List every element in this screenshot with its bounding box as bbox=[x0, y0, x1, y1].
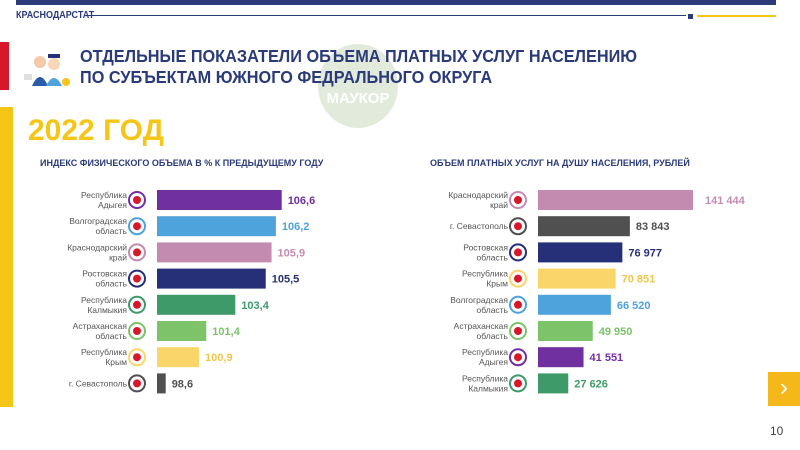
data-label: 70 851 bbox=[622, 274, 656, 286]
org-name: КРАСНОДАРСТАТ bbox=[16, 10, 95, 21]
header-rule bbox=[86, 15, 686, 16]
category-label: Астраханская bbox=[454, 321, 509, 331]
top-bar bbox=[16, 0, 776, 5]
data-label: 101,4 bbox=[212, 326, 240, 338]
category-label: Волгоградская bbox=[450, 295, 508, 305]
bar bbox=[538, 347, 584, 368]
region-emblem-center bbox=[514, 379, 522, 388]
data-label: 98,6 bbox=[172, 378, 193, 390]
region-emblem-center bbox=[133, 300, 141, 309]
category-label: Адыгея bbox=[479, 357, 508, 367]
page-number: 10 bbox=[770, 424, 784, 438]
data-label: 100,9 bbox=[205, 352, 233, 364]
bar bbox=[157, 190, 282, 210]
category-label: Краснодарский bbox=[448, 190, 508, 200]
region-emblem-center bbox=[133, 353, 141, 362]
category-label: Республика bbox=[462, 347, 508, 357]
category-label: край bbox=[109, 252, 127, 262]
chart-right-title: ОБЪЕМ ПЛАТНЫХ УСЛУГ НА ДУШУ НАСЕЛЕНИЯ, Р… bbox=[430, 158, 690, 168]
red-accent-bar bbox=[0, 42, 9, 90]
data-label: 105,9 bbox=[278, 247, 306, 259]
header-rule-marker bbox=[688, 14, 693, 19]
category-label: г. Севастополь bbox=[69, 378, 128, 388]
region-emblem-center bbox=[133, 379, 141, 388]
region-emblem-center bbox=[514, 327, 522, 335]
chevron-right-icon: › bbox=[780, 374, 788, 401]
bar bbox=[157, 321, 207, 341]
category-label: Калмыкия bbox=[87, 305, 127, 315]
bar bbox=[538, 190, 693, 210]
category-label: Ростовская bbox=[82, 269, 127, 279]
bar bbox=[157, 242, 272, 263]
region-emblem-center bbox=[514, 353, 522, 362]
bar bbox=[538, 373, 569, 394]
region-emblem-center bbox=[514, 248, 522, 257]
year-heading: 2022 ГОД bbox=[28, 114, 164, 147]
region-emblem-center bbox=[133, 248, 141, 257]
category-label: Волгоградская bbox=[69, 216, 127, 226]
page-title: ОТДЕЛЬНЫЕ ПОКАЗАТЕЛИ ОБЪЕМА ПЛАТНЫХ УСЛУ… bbox=[80, 46, 637, 88]
region-emblem-center bbox=[514, 274, 522, 283]
region-emblem-center bbox=[133, 196, 141, 204]
data-label: 66 520 bbox=[617, 300, 651, 312]
bar bbox=[538, 321, 593, 341]
data-label: 106,6 bbox=[288, 195, 316, 207]
category-label: Калмыкия bbox=[468, 383, 508, 393]
category-label: область bbox=[477, 305, 509, 315]
bar bbox=[157, 268, 266, 289]
category-label: область bbox=[96, 279, 128, 289]
title-line-2: ПО СУБЪЕКТАМ ЮЖНОГО ФЕДРАЛЬНОГО ОКРУГА bbox=[80, 67, 493, 87]
region-emblem-center bbox=[133, 327, 141, 335]
category-label: Краснодарский bbox=[67, 242, 127, 252]
category-label: область bbox=[477, 252, 509, 262]
category-label: Крым bbox=[486, 279, 508, 289]
yellow-accent-bar bbox=[0, 107, 13, 407]
chart-left-title: ИНДЕКС ФИЗИЧЕСКОГО ОБЪЕМА В % К ПРЕДЫДУЩ… bbox=[40, 158, 324, 168]
bar bbox=[157, 294, 236, 315]
header-rule-accent bbox=[697, 15, 776, 17]
region-emblem-center bbox=[514, 222, 522, 231]
category-label: Астраханская bbox=[73, 321, 128, 331]
category-label: Ростовская bbox=[463, 242, 508, 252]
data-label: 106,2 bbox=[282, 221, 310, 233]
region-emblem-center bbox=[133, 274, 141, 283]
data-label: 103,4 bbox=[241, 300, 269, 312]
category-label: Республика bbox=[81, 347, 127, 357]
bar bbox=[538, 268, 616, 289]
next-slide-button[interactable]: › bbox=[768, 372, 800, 406]
data-label: 83 843 bbox=[636, 221, 670, 233]
category-label: Республика bbox=[81, 295, 127, 305]
category-label: Республика bbox=[81, 190, 127, 200]
bar bbox=[157, 347, 200, 368]
category-label: край bbox=[490, 200, 508, 210]
category-label: Республика bbox=[462, 269, 508, 279]
region-emblem-center bbox=[133, 222, 141, 231]
category-label: г. Севастополь bbox=[450, 221, 509, 231]
category-label: Крым bbox=[105, 357, 127, 367]
data-label: 41 551 bbox=[590, 352, 624, 364]
data-label: 141 444 bbox=[705, 195, 746, 207]
category-label: область bbox=[96, 226, 128, 236]
title-line-1: ОТДЕЛЬНЫЕ ПОКАЗАТЕЛИ ОБЪЕМА ПЛАТНЫХ УСЛУ… bbox=[80, 46, 638, 66]
data-label: 49 950 bbox=[599, 326, 633, 338]
data-label: 76 977 bbox=[628, 247, 662, 259]
bar bbox=[538, 216, 630, 237]
bar bbox=[538, 242, 623, 263]
data-label: 105,5 bbox=[272, 274, 300, 286]
people-icon bbox=[24, 54, 70, 86]
bar bbox=[157, 216, 276, 237]
watermark: МАУКОР bbox=[318, 44, 398, 128]
region-emblem-center bbox=[514, 300, 522, 309]
bar bbox=[538, 294, 611, 315]
bar bbox=[157, 373, 166, 394]
category-label: область bbox=[96, 331, 128, 341]
category-label: Республика bbox=[462, 373, 508, 383]
category-label: Адыгея bbox=[98, 200, 127, 210]
region-emblem-center bbox=[514, 196, 522, 204]
category-label: область bbox=[477, 331, 509, 341]
data-label: 27 626 bbox=[574, 378, 608, 390]
